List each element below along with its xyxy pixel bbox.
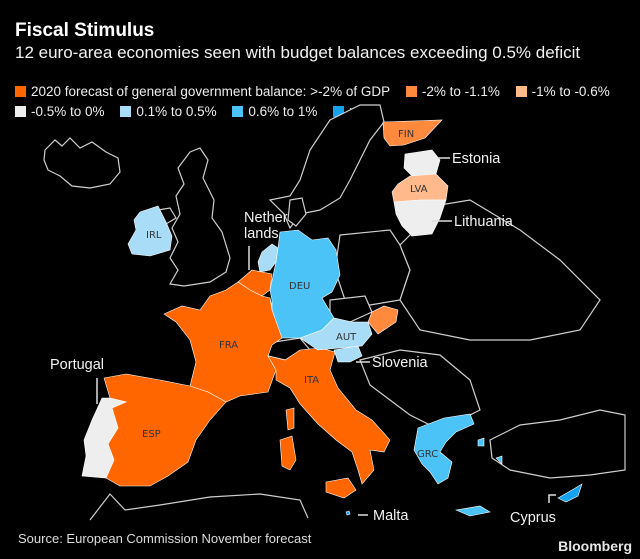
country-portugal[interactable] <box>81 397 127 479</box>
legend-swatch <box>15 106 26 117</box>
iceland <box>43 137 121 189</box>
great-britain <box>169 147 231 287</box>
country-slovakia[interactable] <box>367 305 399 335</box>
code-irl: IRL <box>146 230 162 241</box>
country-italy-sicily[interactable] <box>325 477 357 499</box>
legend-label: 0.6% to 1% <box>248 104 318 119</box>
callout-netherlands-1: Nether <box>244 210 288 226</box>
legend-label: 0.1% to 0.5% <box>136 104 217 119</box>
legend-item-c1: 2020 forecast of general government bala… <box>15 82 390 102</box>
callout-malta: Malta <box>373 508 409 524</box>
callout-netherlands-2: lands <box>244 226 279 242</box>
country-france-corsica[interactable] <box>285 407 295 431</box>
chart-title: Fiscal Stimulus <box>15 20 155 41</box>
callout-portugal: Portugal <box>50 357 104 373</box>
code-esp: ESP <box>142 429 161 440</box>
source-note: Source: European Commission November for… <box>18 531 312 546</box>
legend-item-c3: -1% to -0.6% <box>515 82 610 102</box>
country-greece-crete[interactable] <box>454 505 491 517</box>
code-fin: FIN <box>398 129 414 140</box>
country-greece-islands[interactable] <box>477 437 503 465</box>
legend: 2020 forecast of general government bala… <box>15 82 635 122</box>
legend-label: 2020 forecast of general government bala… <box>31 84 391 99</box>
country-malta[interactable] <box>345 510 351 516</box>
country-greece[interactable] <box>413 413 475 485</box>
country-italy-sardinia[interactable] <box>279 435 297 471</box>
code-grc: GRC <box>417 449 438 460</box>
country-finland[interactable] <box>382 119 443 147</box>
north-africa <box>89 493 309 521</box>
country-lithuania[interactable] <box>393 199 447 237</box>
code-lva: LVA <box>410 184 428 195</box>
legend-item-c6: 0.6% to 1% <box>232 102 317 122</box>
poland <box>334 229 411 306</box>
country-cyprus[interactable] <box>557 483 583 503</box>
country-italy[interactable] <box>267 347 391 485</box>
legend-item-c4: -0.5% to 0% <box>15 102 105 122</box>
legend-label: -2% to -1.1% <box>421 84 500 99</box>
callout-slovenia: Slovenia <box>372 355 429 371</box>
callout-cyprus: Cyprus <box>510 510 556 526</box>
callout-estonia: Estonia <box>452 151 501 167</box>
belarus-ukraine <box>399 199 601 341</box>
denmark <box>287 197 307 227</box>
country-ireland[interactable] <box>127 205 173 257</box>
legend-swatch <box>232 106 244 117</box>
legend-item-c2: -2% to -1.1% <box>405 82 500 102</box>
country-estonia[interactable] <box>403 149 441 177</box>
country-austria[interactable] <box>299 317 373 351</box>
legend-item-c5: 0.1% to 0.5% <box>120 102 217 122</box>
turkey <box>489 409 626 479</box>
legend-swatch <box>15 86 26 97</box>
legend-swatch <box>515 86 527 97</box>
bloomberg-logo: Bloomberg <box>558 538 632 554</box>
legend-swatch <box>405 86 417 97</box>
legend-swatch <box>333 106 345 117</box>
code-fra: FRA <box>219 340 238 351</box>
code-aut: AUT <box>336 332 357 343</box>
legend-label: -1% to -0.6% <box>531 84 610 99</box>
czechia <box>329 295 373 323</box>
chart-subtitle: 12 euro-area economies seen with budget … <box>15 43 581 62</box>
code-ita: ITA <box>304 375 319 386</box>
code-deu: DEU <box>289 281 310 292</box>
legend-label: -0.5% to 0% <box>31 104 105 119</box>
leader-cyprus <box>548 494 556 503</box>
legend-swatch <box>120 106 132 117</box>
callout-lithuania: Lithuania <box>454 214 514 230</box>
country-slovenia[interactable] <box>333 345 363 363</box>
